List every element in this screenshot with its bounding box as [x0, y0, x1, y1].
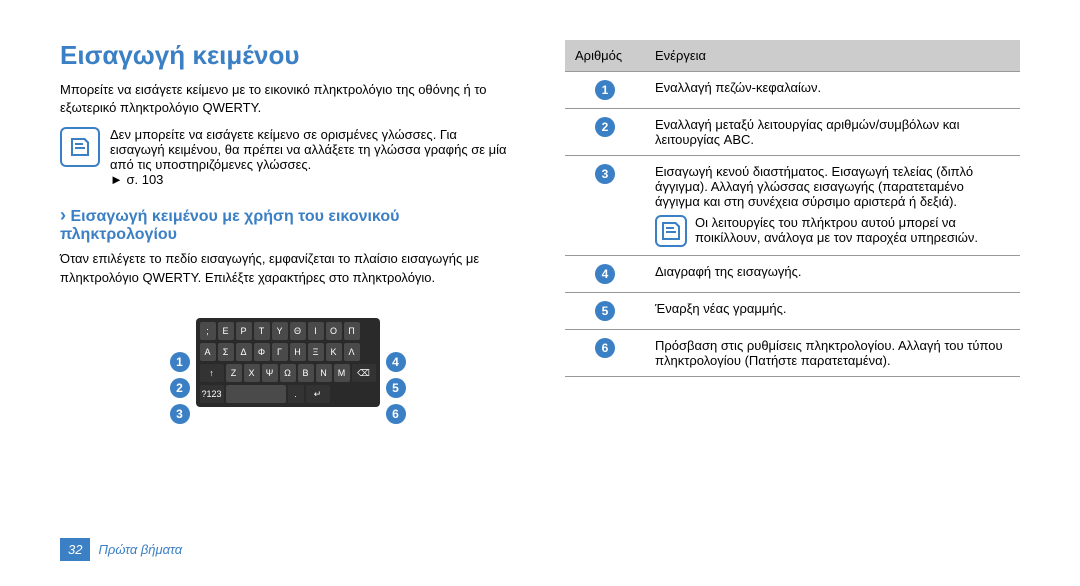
table-row: 5 Έναρξη νέας γραμμής. [565, 293, 1020, 330]
th-action: Ενέργεια [645, 40, 1020, 72]
callout-4: 4 [386, 352, 406, 372]
row-number: 3 [595, 164, 615, 184]
note-ref: ► σ. 103 [110, 172, 163, 187]
intro-text: Μπορείτε να εισάγετε κείμενο με το εικον… [60, 81, 515, 117]
callout-6: 6 [386, 404, 406, 424]
row-number: 5 [595, 301, 615, 321]
callout-1: 1 [170, 352, 190, 372]
section-text: Όταν επιλέγετε το πεδίο εισαγωγής, εμφαν… [60, 250, 515, 286]
note-icon [60, 127, 100, 167]
note-box: Δεν μπορείτε να εισάγετε κείμενο σε ορισ… [60, 127, 515, 187]
keyboard-diagram: 1 2 3 ;ΕΡΤΥΘΙΟΠΑΣΔΦΓΗΞΚΛ↑ΖΧΨΩΒΝΜ⌫?123.↵ … [60, 302, 515, 424]
row-number: 1 [595, 80, 615, 100]
table-row: 3 Εισαγωγή κενού διαστήματος. Εισαγωγή τε… [565, 156, 1020, 256]
section-heading: › Εισαγωγή κειμένου με χρήση του εικονικ… [60, 205, 515, 244]
row-number: 4 [595, 264, 615, 284]
row-action: Εναλλαγή πεζών-κεφαλαίων. [645, 72, 1020, 109]
page-title: Εισαγωγή κειμένου [60, 40, 515, 71]
row-action: Εναλλαγή μεταξύ λειτουργίας αριθμών/συμβ… [645, 109, 1020, 156]
row-action: Πρόσβαση στις ρυθμίσεις πληκτρολογίου. Α… [645, 330, 1020, 377]
row-action: Εισαγωγή κενού διαστήματος. Εισαγωγή τελ… [645, 156, 1020, 256]
table-row: 2 Εναλλαγή μεταξύ λειτουργίας αριθμών/συμ… [565, 109, 1020, 156]
page-section: Πρώτα βήματα [98, 542, 182, 557]
note-icon [655, 215, 687, 247]
note-text: Δεν μπορείτε να εισάγετε κείμενο σε ορισ… [110, 127, 507, 172]
callout-2: 2 [170, 378, 190, 398]
callout-3: 3 [170, 404, 190, 424]
table-row: 4 Διαγραφή της εισαγωγής. [565, 256, 1020, 293]
page-number: 32 [60, 538, 90, 561]
row-number: 2 [595, 117, 615, 137]
virtual-keyboard: ;ΕΡΤΥΘΙΟΠΑΣΔΦΓΗΞΚΛ↑ΖΧΨΩΒΝΜ⌫?123.↵ [196, 318, 380, 407]
th-number: Αριθμός [565, 40, 645, 72]
table-row: 1 Εναλλαγή πεζών-κεφαλαίων. [565, 72, 1020, 109]
table-row: 6 Πρόσβαση στις ρυθμίσεις πληκτρολογίου. … [565, 330, 1020, 377]
actions-table: Αριθμός Ενέργεια 1 Εναλλαγή πεζών-κεφαλαί… [565, 40, 1020, 377]
page-footer: 32 Πρώτα βήματα [60, 538, 182, 561]
callout-5: 5 [386, 378, 406, 398]
row-action: Έναρξη νέας γραμμής. [645, 293, 1020, 330]
row-action: Διαγραφή της εισαγωγής. [645, 256, 1020, 293]
row-number: 6 [595, 338, 615, 358]
